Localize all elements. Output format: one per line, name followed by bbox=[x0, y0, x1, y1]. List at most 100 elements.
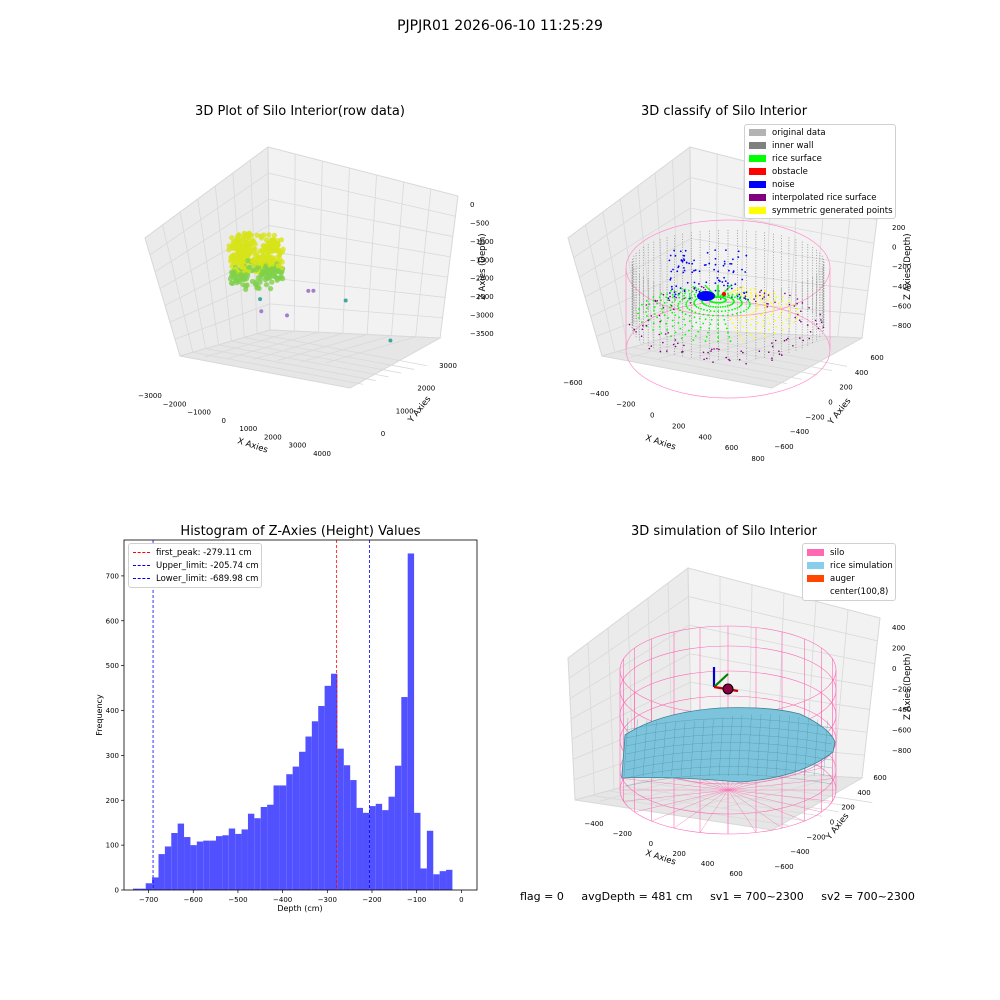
panel2-rice-point bbox=[774, 299, 776, 302]
panel2-interp-point bbox=[642, 324, 644, 327]
histogram-bar bbox=[260, 806, 268, 890]
panel2-legend-item: original data bbox=[745, 126, 895, 139]
panel2-noise-point bbox=[691, 262, 694, 265]
panel2-rice-point bbox=[742, 325, 745, 328]
panel2-rice-point bbox=[702, 322, 705, 325]
panel2-rice-point bbox=[734, 326, 737, 329]
panel2-rice-point bbox=[751, 318, 753, 321]
panel2-rice-point bbox=[775, 296, 778, 299]
panel2-rice-point bbox=[788, 299, 791, 302]
panel4-y-tick-5: 400 bbox=[857, 789, 870, 797]
panel2-rice-point bbox=[681, 311, 684, 314]
panel2-interp-point bbox=[793, 305, 796, 307]
panel2-rice-point bbox=[710, 318, 713, 321]
panel1-outlier-point bbox=[285, 313, 289, 318]
panel2-rice-point bbox=[756, 322, 759, 324]
panel2-interp-point bbox=[738, 358, 741, 361]
panel2-noise-point bbox=[677, 265, 680, 268]
panel2-z-tick-4: −600 bbox=[892, 302, 911, 310]
panel1-cluster-point bbox=[257, 279, 263, 285]
rice-mesh-line bbox=[623, 717, 629, 777]
histogram-bar bbox=[171, 833, 178, 890]
panel2-noise-point bbox=[683, 259, 686, 262]
panel2-rice-point bbox=[685, 305, 688, 308]
panel2-z-tick-3: −400 bbox=[892, 283, 911, 291]
panel2-rice-point bbox=[717, 284, 719, 287]
panel2-rice-point bbox=[762, 293, 765, 296]
panel2-x-tick-1: −400 bbox=[590, 390, 609, 398]
legend-swatch bbox=[807, 588, 824, 595]
panel2-noise-point bbox=[714, 289, 717, 292]
panel2-noise-point bbox=[669, 278, 672, 281]
panel2-noise-point bbox=[745, 254, 748, 257]
panel2-rice-point bbox=[714, 295, 717, 297]
panel2-title: 3D classify of Silo Interior bbox=[640, 104, 808, 119]
panel2-rice-point bbox=[691, 310, 693, 312]
histogram-bar bbox=[164, 846, 172, 890]
legend-swatch bbox=[749, 181, 766, 188]
panel1-x-tick-0: −3000 bbox=[138, 392, 162, 400]
panel2-rice-point bbox=[746, 329, 748, 332]
panel2-interp-point bbox=[820, 321, 823, 324]
panel2-interp-point bbox=[819, 313, 821, 316]
panel2-noise-point bbox=[675, 285, 678, 288]
panel2-rice-point bbox=[727, 314, 729, 317]
panel2-x-tick-4: 200 bbox=[672, 422, 685, 430]
panel2-rice-point bbox=[722, 305, 724, 308]
panel2-noise-point bbox=[729, 262, 731, 265]
panel2-noise-point bbox=[673, 249, 675, 252]
panel2-interp-point bbox=[662, 293, 665, 296]
panel2-noise-clump bbox=[697, 291, 715, 301]
panel2-noise-point bbox=[693, 269, 695, 272]
panel2-interp-point bbox=[719, 298, 722, 300]
panel2-rice-point bbox=[770, 302, 773, 304]
panel2-rice-point bbox=[699, 326, 702, 329]
panel2-rice-point bbox=[695, 321, 698, 324]
panel2-rice-point bbox=[739, 295, 742, 298]
panel2-rice-point bbox=[765, 306, 767, 309]
panel2-rice-point bbox=[754, 327, 757, 330]
panel2-rice-point bbox=[739, 335, 742, 337]
panel1-cluster-point bbox=[251, 239, 257, 245]
panel2-rice-point bbox=[702, 313, 705, 316]
panel2-interp-point bbox=[761, 297, 764, 300]
rice-mesh-line bbox=[671, 721, 676, 777]
panel2-rice-point bbox=[723, 318, 726, 321]
panel2-interp-point bbox=[763, 292, 766, 295]
panel2-rice-point bbox=[773, 332, 776, 335]
panel2-x-tick-7: 800 bbox=[751, 455, 764, 463]
panel2-rice-point bbox=[731, 303, 734, 305]
panel2-rice-point bbox=[698, 312, 701, 315]
histogram-bar bbox=[420, 868, 427, 890]
panel4-z-tick-2: 0 bbox=[892, 665, 896, 673]
panel2-noise-point bbox=[714, 249, 717, 252]
panel4-legend-item: rice simulation bbox=[803, 559, 895, 572]
panel2-rice-point bbox=[695, 298, 698, 301]
panel2-interp-point bbox=[796, 302, 798, 305]
panel2-z-tick-5: −800 bbox=[892, 322, 911, 330]
panel2-rice-point bbox=[759, 299, 762, 301]
panel2-rice-point bbox=[725, 327, 728, 330]
panel1-cluster-point bbox=[245, 234, 251, 240]
panel2-rice-point bbox=[694, 295, 697, 298]
panel2-noise-point bbox=[714, 282, 717, 284]
panel2-rice-point bbox=[645, 299, 648, 302]
panel2-rice-point bbox=[741, 286, 744, 288]
histogram-bar bbox=[375, 803, 383, 890]
panel2-interp-point bbox=[669, 295, 671, 298]
panel4-z-tick-3: −200 bbox=[892, 686, 911, 694]
panel2-rice-point bbox=[694, 311, 697, 314]
panel2-noise-point bbox=[737, 250, 740, 253]
panel4-silo-spoke bbox=[727, 789, 783, 829]
panel2-rice-point bbox=[677, 307, 680, 310]
panel1-cluster-point bbox=[227, 276, 233, 282]
panel1-z-tick-3: −1500 bbox=[470, 256, 494, 264]
panel2-x-tick-5: 400 bbox=[698, 433, 711, 441]
panel2-rice-point bbox=[709, 290, 712, 292]
panel2-rice-point bbox=[684, 296, 687, 299]
panel4-x-tick-1: −200 bbox=[613, 830, 632, 838]
legend-swatch bbox=[749, 142, 766, 149]
panel1-cluster-point bbox=[255, 284, 261, 290]
panel2-rice-point bbox=[740, 303, 743, 306]
histogram-bar bbox=[401, 697, 408, 890]
